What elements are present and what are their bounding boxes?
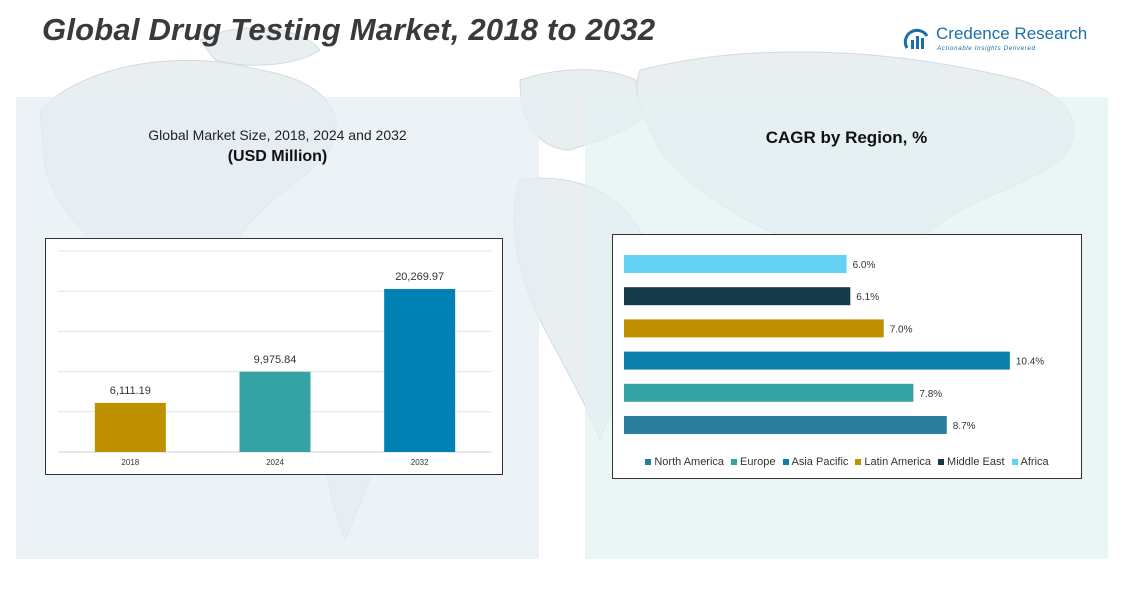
- x-tick-label: 2024: [266, 458, 284, 467]
- legend-label: Latin America: [864, 456, 932, 468]
- legend-item: Asia Pacific: [782, 456, 849, 468]
- bar-value-label: 6,111.19: [110, 385, 151, 397]
- legend-swatch: [645, 459, 652, 465]
- legend-item: Middle East: [938, 456, 1005, 468]
- bar-value-label: 20,269.97: [395, 271, 444, 283]
- legend-swatch: [855, 459, 862, 465]
- cagr-chart-svg: 6.0% 6.1% 7.0% 10.4% 7.8% 8.7%: [624, 255, 1044, 434]
- x-tick-label: 2032: [411, 458, 429, 467]
- bar-value-label: 10.4%: [1016, 357, 1044, 368]
- bar-2018: [94, 402, 166, 452]
- credence-logo-icon: [903, 28, 929, 49]
- legend-label: Africa: [1020, 456, 1049, 468]
- brand-logo: Credence Research Actionable Insights De…: [903, 24, 1093, 60]
- logo-tagline: Actionable Insights Delivered: [937, 45, 1036, 52]
- legend-item: North America: [645, 456, 724, 468]
- legend-label: Asia Pacific: [791, 456, 849, 468]
- page-title: Global Drug Testing Market, 2018 to 2032: [42, 12, 656, 47]
- legend-item: Africa: [1011, 456, 1049, 468]
- cagr-chart: 6.0% 6.1% 7.0% 10.4% 7.8% 8.7% North America E…: [612, 234, 1082, 479]
- bar-2024: [239, 371, 311, 452]
- bar-africa: [624, 255, 847, 273]
- market-size-chart: 6,111.19 2018 9,975.84 2024 20,269.97 2032: [45, 238, 503, 475]
- bar-europe: [624, 383, 914, 402]
- bar-value-label: 6.1%: [856, 292, 879, 303]
- bar-latin-america: [624, 319, 884, 338]
- legend-swatch: [731, 459, 738, 465]
- market-size-subtitle: Global Market Size, 2018, 2024 and 2032: [148, 127, 407, 143]
- legend-swatch: [1011, 459, 1018, 465]
- legend-swatch: [938, 459, 945, 465]
- cagr-title: CAGR by Region, %: [765, 128, 928, 147]
- x-tick-label: 2018: [121, 458, 139, 467]
- legend-label: Europe: [740, 456, 776, 468]
- bar-middle-east: [624, 287, 851, 306]
- bar-north-america: [624, 416, 947, 434]
- market-size-chart-svg: 6,111.19 2018 9,975.84 2024 20,269.97 2032: [58, 250, 492, 467]
- legend-item: Europe: [731, 456, 776, 468]
- market-size-unit: (USD Million): [227, 148, 328, 165]
- bar-value-label: 9,975.84: [254, 354, 297, 366]
- bar-value-label: 6.0%: [853, 260, 876, 271]
- legend-label: Middle East: [947, 456, 1005, 468]
- bar-2032: [384, 289, 456, 452]
- bar-value-label: 7.0%: [890, 324, 913, 335]
- logo-name: Credence Research: [936, 24, 1088, 43]
- legend-swatch: [782, 459, 789, 465]
- bar-value-label: 7.8%: [919, 389, 942, 400]
- bar-value-label: 8.7%: [953, 421, 976, 432]
- legend-item: Latin America: [855, 456, 931, 468]
- legend-label: North America: [654, 456, 725, 468]
- cagr-legend: North America Europe Asia Pacific Latin Ame…: [613, 456, 1081, 468]
- bar-asia-pacific: [624, 351, 1010, 370]
